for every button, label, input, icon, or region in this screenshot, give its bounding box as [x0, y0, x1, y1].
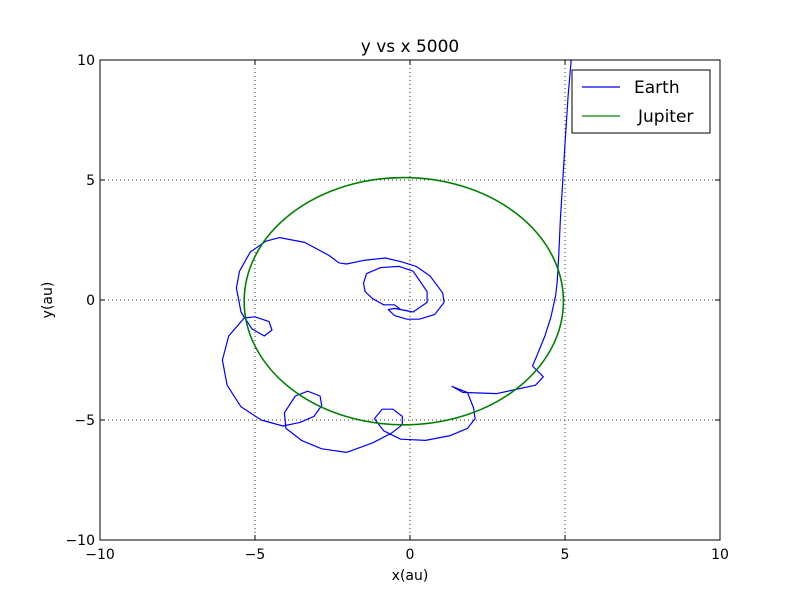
y-tick-label: 10 [77, 53, 95, 69]
legend-box [571, 69, 711, 134]
legend: Earth Jupiter [571, 69, 711, 134]
x-axis-label: x(au) [392, 568, 429, 584]
legend-label-earth: Earth [634, 78, 680, 98]
x-tick-label: −5 [245, 547, 266, 563]
y-tick-label: 0 [86, 293, 95, 309]
x-tick-label: 10 [711, 547, 729, 563]
y-tick-label: 5 [86, 173, 95, 189]
x-tick-label: −10 [85, 547, 115, 563]
chart-title: y vs x 5000 [361, 37, 460, 57]
plot-series [221, 60, 572, 453]
y-tick-label: −10 [65, 533, 95, 549]
x-tick-label: 0 [406, 547, 415, 563]
series-clip-group [221, 60, 572, 453]
y-axis-label: y(au) [40, 282, 56, 319]
series-line-earth [221, 60, 572, 453]
legend-label-jupiter: Jupiter [637, 107, 693, 127]
y-tick-label: −5 [74, 413, 95, 429]
ticks: −10 −5 0 5 10 −10 −5 0 5 10 [65, 53, 728, 563]
series-line-jupiter [243, 176, 565, 426]
x-tick-label: 5 [561, 547, 570, 563]
